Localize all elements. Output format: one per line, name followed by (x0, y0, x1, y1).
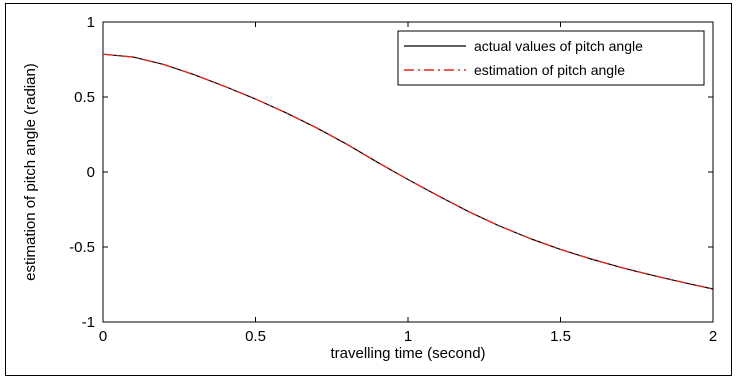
legend-label-actual: actual values of pitch angle (474, 38, 643, 54)
legend: actual values of pitch angle estimation … (397, 30, 705, 86)
x-tick-label: 0.5 (245, 328, 266, 345)
legend-box (397, 30, 705, 86)
y-tick-label: 0 (87, 164, 95, 181)
series-lines (102, 53, 714, 290)
x-tick-label: 1 (404, 328, 412, 345)
y-tick-label: -1 (82, 314, 95, 331)
y-tick-label: 0.5 (74, 89, 95, 106)
x-tick-label: 0 (99, 328, 107, 345)
ticks: 0 0.5 1 1.5 2 1 0.5 0 -0.5 -1 (69, 14, 717, 345)
series-line-estimation (102, 53, 714, 290)
y-tick-label: -0.5 (69, 239, 95, 256)
legend-label-estimation: estimation of pitch angle (474, 62, 625, 78)
x-tick-label: 2 (709, 328, 717, 345)
y-tick-label: 1 (87, 14, 95, 31)
x-tick-label: 1.5 (550, 328, 571, 345)
x-axis-label: travelling time (second) (330, 345, 485, 362)
y-axis-label: estimation of pitch angle (radian) (22, 63, 39, 281)
